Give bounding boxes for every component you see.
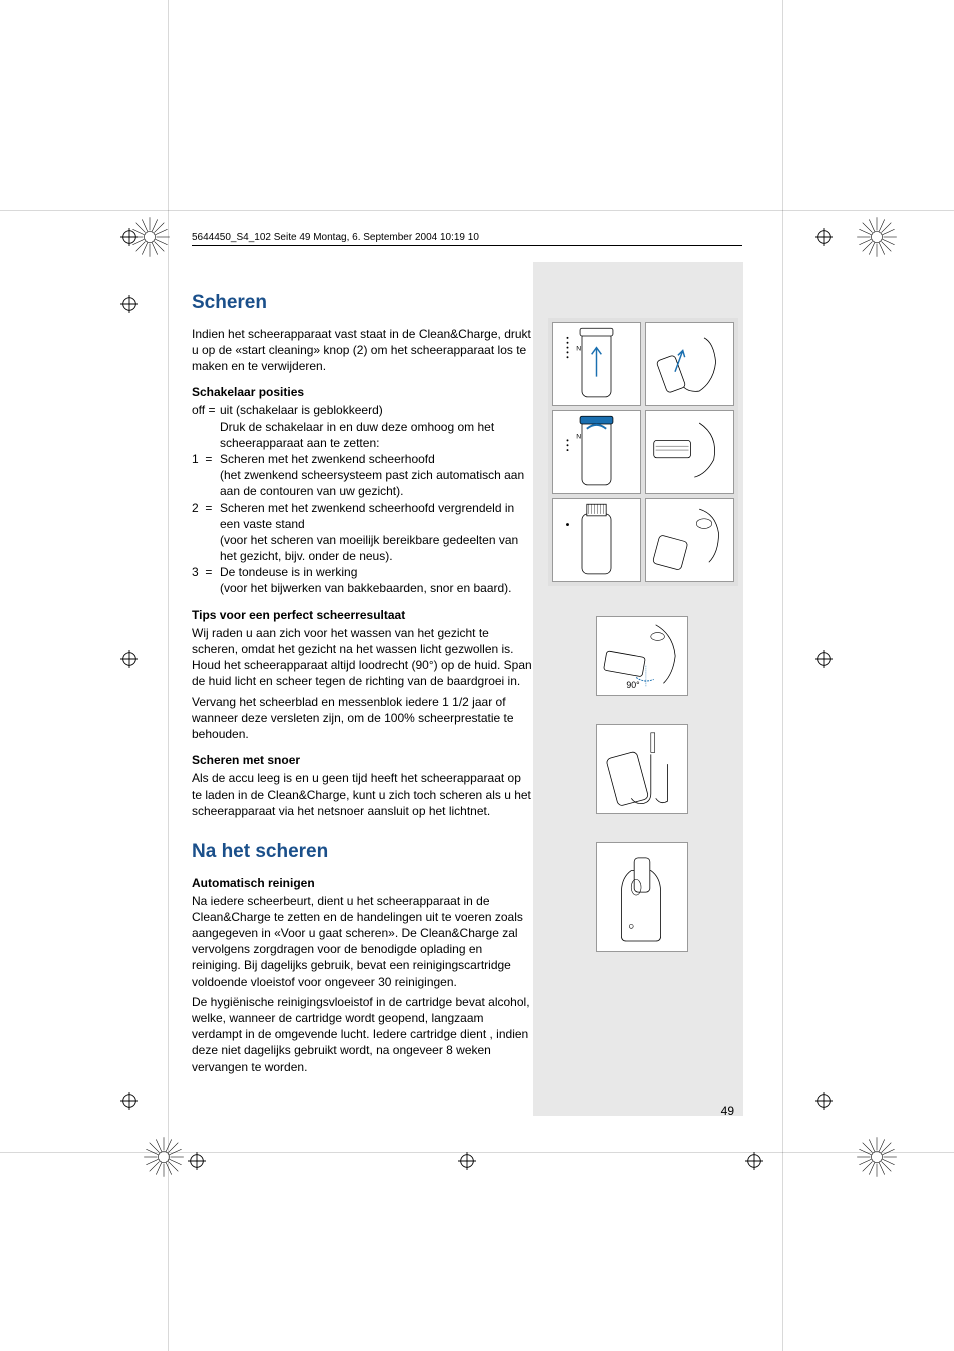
illustration-shaver-pos3 — [552, 498, 641, 582]
illustration-face-shave2 — [645, 410, 734, 494]
illustration-column: N N 90° — [548, 318, 738, 952]
switch-val: uit (schakelaar is geblokkeerd) Druk de … — [220, 402, 532, 451]
illustration-face-sideburn — [645, 498, 734, 582]
switch-eq: = — [205, 565, 212, 579]
switch-row: 1 = Scheren met het zwenkend scheerhoofd… — [192, 451, 532, 500]
page-number: 49 — [721, 1104, 734, 1118]
crop-line — [782, 0, 783, 1351]
illustration-face-shave1 — [645, 322, 734, 406]
registration-mark — [815, 650, 833, 668]
text-content: Scheren Indien het scheerapparaat vast s… — [192, 290, 532, 1079]
angle-label: 90° — [626, 680, 639, 690]
switch-eq: = — [205, 501, 212, 515]
switch-key: 3 — [192, 565, 199, 579]
section-title-scheren: Scheren — [192, 290, 532, 316]
illustration-grid: N N — [548, 318, 738, 586]
registration-mark — [120, 650, 138, 668]
switch-list: off = uit (schakelaar is geblokkeerd) Dr… — [192, 402, 532, 596]
registration-mark — [745, 1152, 763, 1170]
switch-val: De tondeuse is in werking (voor het bijw… — [220, 564, 532, 596]
switch-key: 2 — [192, 501, 199, 515]
switch-key: 1 — [192, 452, 199, 466]
registration-mark — [120, 1092, 138, 1110]
switch-val: Scheren met het zwenkend scheerhoofd (he… — [220, 451, 532, 500]
rosette-icon — [855, 215, 899, 259]
switch-eq: = — [205, 452, 212, 466]
illustration-shaver-pos2: N — [552, 410, 641, 494]
cord-paragraph: Als de accu leeg is en u geen tijd heeft… — [192, 770, 532, 819]
cord-heading: Scheren met snoer — [192, 752, 532, 768]
rosette-icon — [855, 1135, 899, 1179]
intro-paragraph: Indien het scheerapparaat vast staat in … — [192, 326, 532, 375]
registration-mark — [458, 1152, 476, 1170]
illustration-90deg: 90° — [596, 616, 688, 696]
registration-mark — [188, 1152, 206, 1170]
svg-text:N: N — [576, 433, 581, 440]
page: 5644450_S4_102 Seite 49 Montag, 6. Septe… — [0, 0, 954, 1351]
registration-mark — [815, 228, 833, 246]
switch-row: 2 = Scheren met het zwenkend scheerhoofd… — [192, 500, 532, 565]
switch-val: Scheren met het zwenkend scheerhoofd ver… — [220, 500, 532, 565]
crop-line — [0, 210, 954, 211]
switch-heading: Schakelaar posities — [192, 384, 532, 400]
svg-text:N: N — [576, 345, 581, 352]
tips-paragraph: Vervang het scheerblad en messenblok ied… — [192, 694, 532, 743]
section-title-na-scheren: Na het scheren — [192, 839, 532, 865]
switch-eq: = — [208, 403, 215, 417]
tips-paragraph: Wij raden u aan zich voor het wassen van… — [192, 625, 532, 690]
tips-heading: Tips voor een perfect scheerresultaat — [192, 607, 532, 623]
rosette-icon — [128, 215, 172, 259]
switch-key: off — [192, 403, 205, 417]
auto-paragraph: De hygiënische reinigingsvloeistof in de… — [192, 994, 532, 1075]
rosette-icon — [142, 1135, 186, 1179]
registration-mark — [815, 1092, 833, 1110]
document-header: 5644450_S4_102 Seite 49 Montag, 6. Septe… — [192, 232, 742, 246]
illustration-shaver-pos1: N — [552, 322, 641, 406]
auto-paragraph: Na iedere scheerbeurt, dient u het schee… — [192, 893, 532, 990]
auto-heading: Automatisch reinigen — [192, 875, 532, 891]
registration-mark — [120, 295, 138, 313]
illustration-clean-charge — [596, 842, 688, 952]
switch-row: 3 = De tondeuse is in werking (voor het … — [192, 564, 532, 596]
illustration-cord — [596, 724, 688, 814]
switch-row: off = uit (schakelaar is geblokkeerd) Dr… — [192, 402, 532, 451]
